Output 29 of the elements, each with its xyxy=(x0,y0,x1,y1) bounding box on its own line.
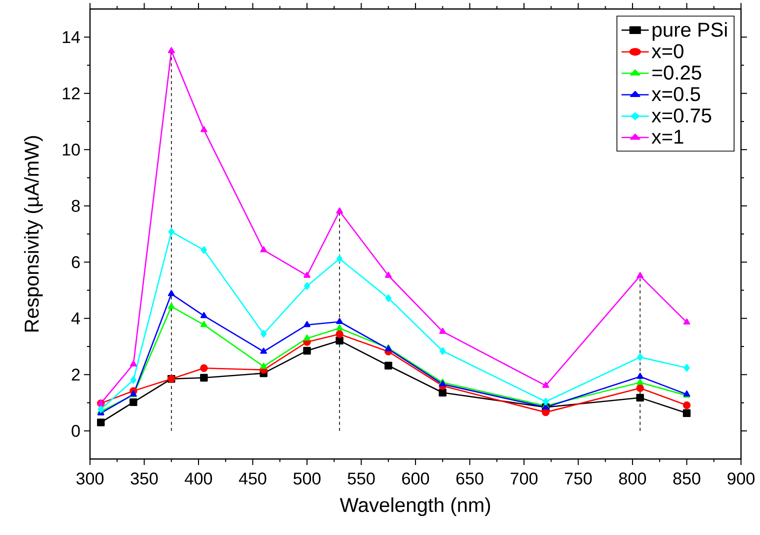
x-axis-title: Wavelength (nm) xyxy=(340,497,490,516)
legend-label: x=0 xyxy=(652,44,684,58)
y-tick-label: 14 xyxy=(62,31,80,43)
x-tick-label: 350 xyxy=(130,472,158,485)
x-tick-label: 600 xyxy=(402,472,430,485)
legend-label: x=1 xyxy=(652,130,684,144)
x-tick-label: 900 xyxy=(728,472,755,485)
legend-label: pure PSi xyxy=(652,22,727,41)
y-tick-label: 4 xyxy=(71,312,80,324)
y-tick-label: 10 xyxy=(62,144,80,156)
y-axis-title: Responsivity (µA/mW) xyxy=(24,136,43,332)
x-tick-label: 550 xyxy=(348,472,375,485)
x-tick-label: 500 xyxy=(294,472,321,485)
x-tick-label: 800 xyxy=(619,472,646,485)
y-tick-label: 0 xyxy=(72,424,80,437)
x-tick-label: 700 xyxy=(510,472,538,485)
x-tick-label: 650 xyxy=(456,472,484,485)
y-tick-label: 12 xyxy=(62,87,80,100)
x-tick-label: 850 xyxy=(673,472,700,485)
y-tick-label: 6 xyxy=(72,256,80,268)
legend-label: =0.25 xyxy=(652,66,702,80)
x-tick-label: 450 xyxy=(238,472,266,485)
y-tick-label: 2 xyxy=(72,368,80,381)
y-tick-label: 8 xyxy=(72,200,80,212)
legend-label: x=0.75 xyxy=(652,108,712,123)
x-tick-label: 400 xyxy=(184,472,212,485)
x-tick-label: 750 xyxy=(564,472,592,485)
legend-label: x=0.5 xyxy=(652,86,700,102)
x-tick-label: 300 xyxy=(76,472,104,485)
